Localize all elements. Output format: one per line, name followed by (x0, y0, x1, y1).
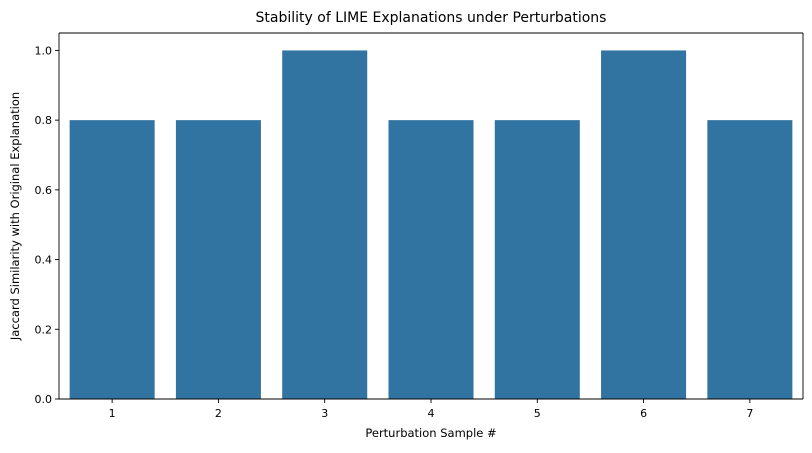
x-tick-label-4: 4 (428, 407, 435, 420)
bars-layer (69, 50, 793, 400)
y-tick-label-3: 0.6 (35, 184, 53, 197)
x-tick-label-2: 2 (215, 407, 222, 420)
bar-1 (69, 120, 155, 399)
x-tick-label-1: 1 (109, 407, 116, 420)
y-tick-label-5: 1.0 (35, 44, 53, 57)
y-tick-label-0: 0.0 (35, 393, 53, 406)
y-axis-ticks: 0.0 0.2 0.4 0.6 0.8 1.0 (35, 44, 59, 406)
x-tick-label-3: 3 (321, 407, 328, 420)
x-axis-ticks: 1 2 3 4 5 6 7 (109, 399, 753, 420)
bar-5 (494, 120, 580, 399)
bar-6 (601, 50, 687, 400)
y-axis-label: Jaccard Similarity with Original Explana… (8, 92, 22, 341)
axis-spines (58, 32, 804, 400)
bar-3 (282, 50, 368, 400)
y-tick-label-4: 0.8 (35, 114, 53, 127)
x-axis-label: Perturbation Sample # (365, 426, 496, 440)
bar-7 (707, 120, 793, 399)
y-tick-label-1: 0.2 (35, 323, 53, 336)
chart-title: Stability of LIME Explanations under Per… (256, 10, 607, 26)
bar-2 (175, 120, 261, 399)
x-tick-label-6: 6 (640, 407, 647, 420)
bar-4 (388, 120, 474, 399)
x-tick-label-5: 5 (534, 407, 541, 420)
y-tick-label-2: 0.4 (35, 254, 53, 267)
x-tick-label-7: 7 (746, 407, 753, 420)
